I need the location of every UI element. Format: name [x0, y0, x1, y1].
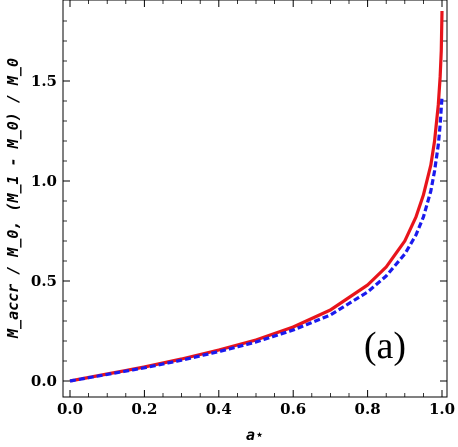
y-tick-label: 0.5	[31, 272, 57, 290]
plot-frame	[62, 0, 448, 398]
x-tick-label: 0.6	[280, 400, 306, 418]
x-tick-label: 0.4	[206, 400, 232, 418]
y-tick-label: 1.0	[31, 172, 57, 190]
x-tick-label: 1.0	[429, 400, 455, 418]
panel-label: (a)	[364, 325, 406, 367]
y-tick-label: 1.5	[31, 72, 57, 90]
x-tick-label: 0.8	[355, 400, 381, 418]
x-tick-label: 0.0	[57, 400, 83, 418]
y-axis-label: M_accr / M_0, (M_1 - M_0) / M_0	[4, 58, 22, 339]
y-tick-label: 0.0	[31, 372, 57, 390]
x-tick-label: 0.2	[131, 400, 157, 418]
ticks: 0.0 0.2 0.4 0.6 0.8 1.0 0.0 0.5 1.0 1.5	[31, 0, 455, 418]
x-axis-label: a⋆	[246, 426, 264, 444]
series-line-blue	[69, 96, 444, 383]
series-layer	[69, 10, 444, 383]
